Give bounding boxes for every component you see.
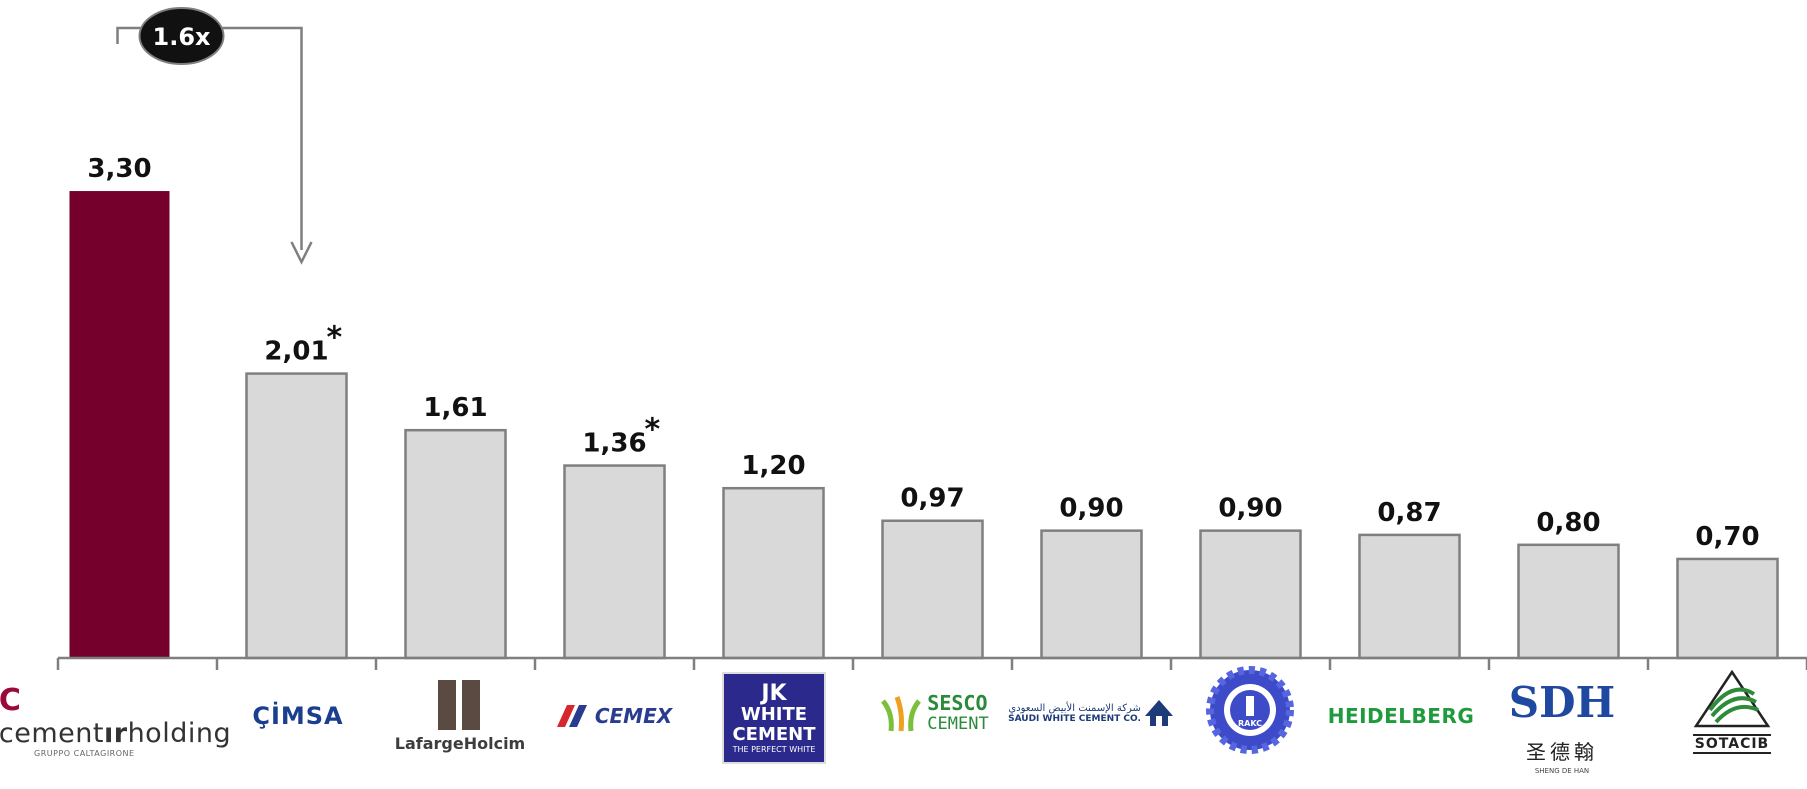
saudi-arabic-text: شركة الإسمنت الأبيض السعودي (1008, 702, 1141, 714)
value-label: 0,70 (1695, 522, 1759, 552)
bar (881, 519, 984, 660)
cimsa-text: ÇİMSA (252, 702, 344, 730)
sdh-chinese-text: 圣德翰 (1526, 740, 1598, 764)
asterisk-mark: * (327, 321, 343, 356)
cementir-subtitle: GRUPPO CALTAGIRONE (34, 748, 135, 758)
value-label: 0,90 (1218, 494, 1282, 524)
sotacib-logo: SOTACIB (1682, 668, 1782, 756)
jk-white-text: WHITE (740, 703, 808, 725)
growth-annotation: 1.6x (116, 7, 313, 265)
bar (722, 486, 825, 660)
rakc-gear-icon: RAKC (1206, 666, 1294, 754)
sdh-text: SDH (1508, 678, 1616, 727)
sesco-leaf-icon (881, 696, 922, 732)
annotation-badge (138, 7, 225, 65)
sesco-cement-logo: SESCO CEMENT (868, 688, 1000, 738)
value-label: 0,97 (900, 484, 964, 514)
value-label: 1,36 (582, 429, 646, 459)
saudi-white-cement-logo: شركة الإسمنت الأبيض السعودي SAUDI WHITE … (1000, 692, 1182, 734)
sotacib-text: SOTACIB (1692, 734, 1772, 754)
lafargeholcim-logo: LafargeHolcim (390, 675, 530, 757)
bar (1040, 529, 1143, 660)
rakc-text: RAKC (1238, 719, 1262, 728)
bar (1517, 543, 1620, 660)
value-label: 3,30 (87, 154, 151, 184)
value-label: 1,61 (423, 393, 487, 423)
sesco-cement-text: CEMENT (927, 714, 989, 734)
bars-group (69, 191, 1779, 660)
cementir-holding-logo: C cementırholding GRUPPO CALTAGIRONE (0, 682, 232, 758)
bar (245, 372, 348, 660)
cemex-text: CEMEX (594, 704, 673, 728)
asterisk-mark: * (645, 413, 661, 448)
heidelberg-logo: HEIDELBERG (1326, 696, 1476, 736)
sotacib-emblem-icon (1693, 670, 1771, 728)
x-axis (56, 656, 1807, 670)
rakc-logo: RAKC (1200, 662, 1300, 758)
annotation-label: 1.6x (153, 23, 212, 51)
bar (69, 191, 170, 659)
saudi-house-icon (1144, 700, 1173, 726)
cementir-c-icon: C (0, 682, 22, 718)
value-label: 0,90 (1059, 494, 1123, 524)
sesco-text: SESCO (927, 691, 988, 715)
sdh-logo: SDH 圣德翰 SHENG DE HAN (1508, 670, 1616, 785)
value-label: 2,01 (264, 337, 328, 367)
bar (1199, 529, 1302, 660)
bar (563, 464, 666, 660)
jk-cement-text: CEMENT (732, 723, 816, 745)
bar (1358, 533, 1461, 660)
value-label: 1,20 (741, 451, 805, 481)
annotation-arrowhead (290, 241, 313, 265)
bar (1676, 557, 1779, 660)
jk-tagline: THE PERFECT WHITE (732, 744, 816, 754)
cemex-logo: CEMEX (552, 696, 677, 736)
bar (404, 428, 507, 660)
saudi-english-text: SAUDI WHITE CEMENT CO. (1008, 713, 1141, 724)
value-labels-group: 3,302,01*1,611,36*1,200,97 0,90 0,90 0,87 0,… (87, 154, 1759, 552)
jk-white-cement-logo: JK WHITE CEMENT THE PERFECT WHITE (722, 672, 826, 764)
jk-text: JK (761, 680, 787, 706)
lafargeholcim-mark-icon (438, 679, 480, 730)
cemex-stripes-icon (556, 705, 587, 727)
cimsa-logo: ÇİMSA (238, 696, 358, 736)
value-label: 0,80 (1536, 508, 1600, 538)
sdh-subtitle: SHENG DE HAN (1534, 767, 1590, 775)
lafargeholcim-text: LafargeHolcim (394, 733, 526, 753)
heidelberg-text: HEIDELBERG (1327, 704, 1475, 728)
value-label: 0,87 (1377, 498, 1441, 528)
